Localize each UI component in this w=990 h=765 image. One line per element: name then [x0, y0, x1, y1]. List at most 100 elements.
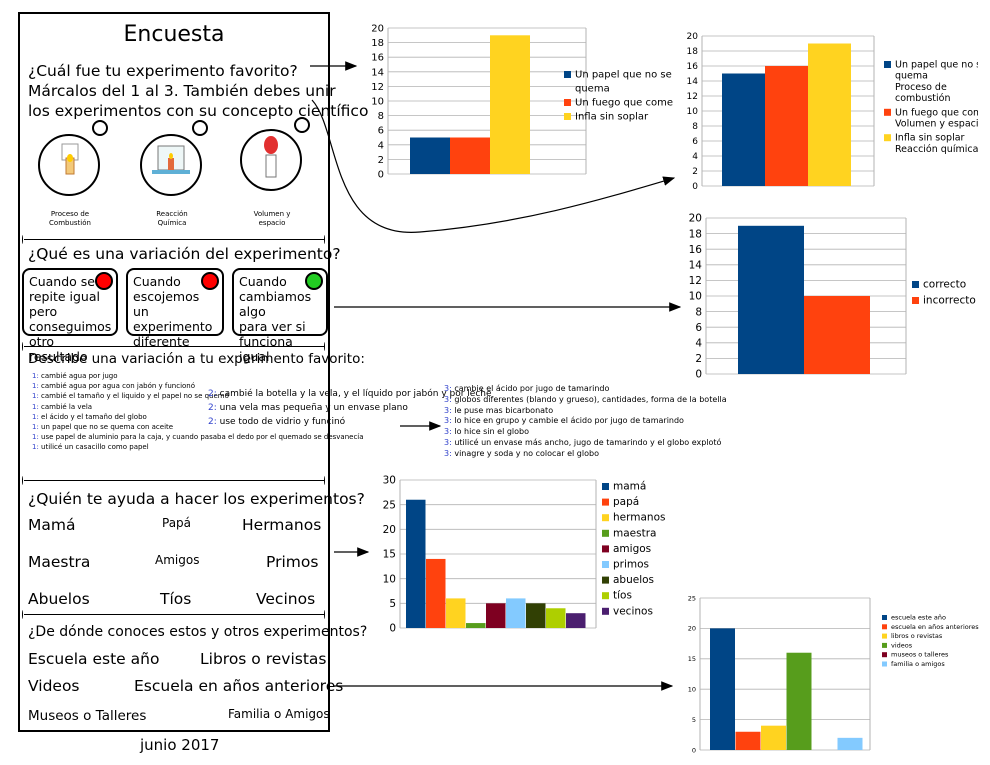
variation-text-line: un experimento [133, 304, 213, 334]
answer-1-item: 1: cambié la vela [32, 402, 364, 412]
y-tick-label: 12 [689, 275, 702, 287]
chart-experiment-concept: 0 2 4 6 8 10 12 14 16 18 20 Un papel que no sequema… [687, 32, 978, 192]
bar [506, 598, 526, 628]
variation-text-line: Cuando [239, 274, 287, 289]
legend-swatch [912, 297, 919, 304]
answer-3-item: 3: vinagre y soda y no colocar el globo [444, 449, 727, 460]
legend-swatch [602, 592, 609, 600]
y-tick-label: 16 [371, 53, 384, 64]
helper-maestra: Maestra [28, 553, 91, 571]
answer-text: cambié agua por agua con jabón y funcion… [38, 382, 196, 391]
answer-text: le puse mas bicarbonato [451, 405, 554, 415]
helper-tios: Tíos [160, 590, 192, 608]
source-familia: Familia o Amigos [228, 707, 330, 721]
y-tick-label: 14 [689, 259, 703, 271]
legend-swatch [884, 134, 891, 142]
y-tick-label: 20 [371, 24, 384, 35]
legend-swatch [884, 61, 891, 68]
y-tick-label: 4 [692, 152, 698, 162]
legend-label: Infla sin soplar [575, 112, 649, 123]
question-favorite-line-3: los experimentos con su concepto científ… [28, 102, 369, 120]
legend-swatch [912, 281, 919, 288]
variation-text-line: Cuando [133, 274, 181, 289]
bar [804, 296, 870, 374]
y-tick-label: 18 [689, 228, 702, 240]
answers-2-list: 2: cambié la botella y la vela, y el líq… [208, 387, 492, 429]
y-tick-label: 15 [688, 655, 696, 663]
answer-number: 3: [444, 394, 452, 404]
answer-2-item: 2: cambié la botella y la vela, y el líq… [208, 387, 492, 401]
legend-label: Un fuego que come [895, 107, 978, 118]
legend-swatch [602, 498, 609, 506]
legend-swatch [882, 615, 887, 620]
y-tick-label: 14 [687, 77, 699, 87]
legend-swatch [884, 108, 891, 116]
legend-label: libros o revistas [891, 632, 943, 640]
divider [22, 610, 325, 619]
y-tick-label: 8 [695, 306, 702, 318]
bar [738, 225, 804, 374]
y-tick-label: 10 [371, 97, 384, 108]
answer-text: el ácido y el tamaño del globo [38, 412, 147, 421]
legend-label: combustión [895, 93, 951, 104]
green-dot-icon [305, 272, 323, 290]
legend-label: Volumen y espacio [895, 119, 978, 130]
answer-number: 2: [208, 389, 217, 399]
legend-label: familia o amigos [891, 660, 945, 668]
legend-swatch [564, 71, 571, 78]
answer-3-item: 3: globos diferentes (blando y grueso), … [444, 395, 727, 406]
y-tick-label: 4 [378, 140, 384, 151]
y-tick-label: 0 [378, 170, 384, 181]
answer-number: 3: [444, 437, 452, 447]
answer-1-item: 1: cambié agua por jugo [32, 371, 364, 381]
answer-text: cambié el tamaño y el liquido y el papel… [38, 392, 229, 401]
experiment-label-line: Proceso de [50, 210, 90, 218]
variation-option-3: Cuando cambiamos algo para ver si funcio… [232, 268, 328, 364]
source-libros: Libros o revistas [200, 650, 327, 668]
legend-label: museos o talleres [891, 651, 949, 659]
legend-label: Un fuego que come [575, 98, 673, 109]
answer-text: use todo de vidrio y funcinó [216, 417, 346, 427]
legend-swatch [602, 561, 609, 568]
legend-swatch [882, 642, 887, 648]
y-tick-label: 5 [692, 716, 696, 724]
chart-who-helps: 0 5 10 15 20 25 30 mamá papá hermanos maestra amigo… [383, 475, 666, 635]
variation-text-line: cambiamos algo [239, 289, 312, 319]
answer-3-item: 3: lo hice en grupo y cambie el ácido po… [444, 416, 727, 427]
y-tick-label: 4 [695, 337, 702, 349]
y-tick-label: 12 [371, 82, 384, 93]
answer-text: utilicé un casacillo como papel [38, 443, 149, 452]
bar [566, 613, 586, 628]
helper-abuelos: Abuelos [28, 590, 90, 608]
source-escuela-este-ano: Escuela este año [28, 650, 160, 668]
variation-text-line: para ver si [239, 319, 306, 334]
y-tick-label: 14 [371, 67, 384, 78]
experiment-label-chemical: Reacción Química [132, 210, 212, 228]
bar [722, 73, 765, 186]
divider [22, 342, 325, 351]
bar [765, 66, 808, 186]
y-tick-label: 20 [383, 524, 396, 536]
experiment-chemical-reaction-illustration [140, 134, 202, 196]
answer-text: lo hice en grupo y cambie el ácido por j… [451, 416, 684, 426]
y-tick-label: 30 [383, 475, 396, 487]
y-tick-label: 16 [687, 62, 699, 72]
variation-option-1: Cuando se repite igual pero conseguimos … [22, 268, 118, 364]
legend-label: amigos [613, 543, 651, 555]
legend-swatch [602, 545, 609, 553]
bar [526, 603, 546, 628]
experiment-label-line: Química [157, 219, 187, 227]
poster-date: junio 2017 [140, 736, 220, 754]
legend-label: Proceso de [895, 82, 947, 93]
variation-text-line: otro resultado [29, 334, 88, 364]
answer-number: 2: [208, 403, 217, 413]
answer-3-item: 3: cambie el ácido por jugo de tamarindo [444, 384, 727, 395]
balloon-bottle-icon [264, 136, 278, 178]
bar [837, 737, 863, 750]
divider [22, 476, 325, 485]
bar [710, 628, 735, 750]
legend-swatch [602, 514, 609, 522]
variation-text-line: escojemos [133, 289, 200, 304]
arrow-concept [311, 99, 676, 233]
